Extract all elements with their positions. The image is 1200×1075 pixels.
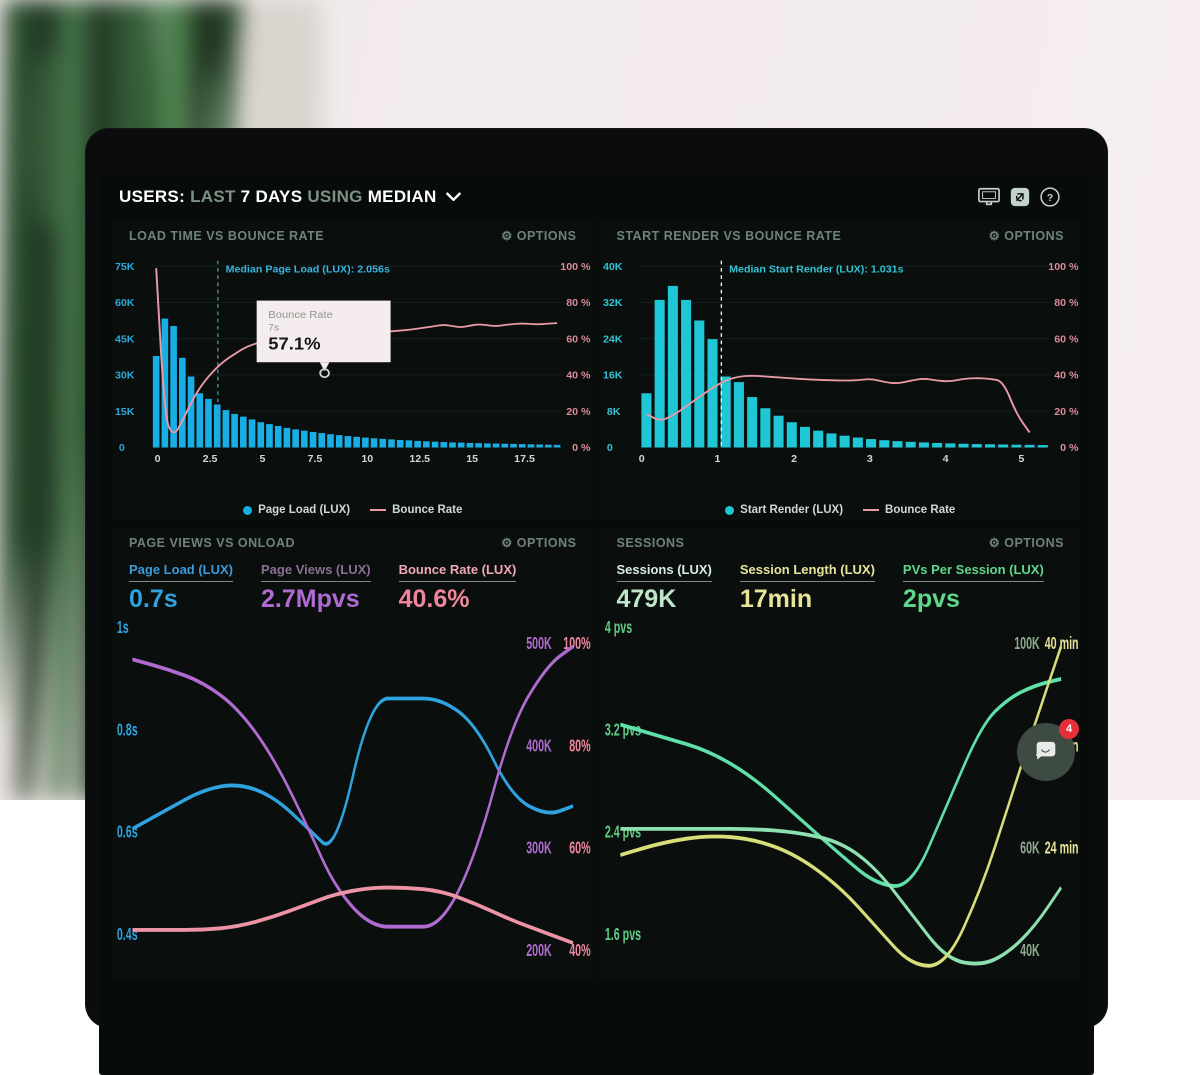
svg-text:60K: 60K bbox=[1020, 839, 1040, 858]
svg-text:0 %: 0 % bbox=[572, 443, 590, 454]
svg-text:20 %: 20 % bbox=[566, 407, 590, 418]
svg-text:400K: 400K bbox=[526, 736, 552, 755]
svg-text:45K: 45K bbox=[115, 335, 135, 346]
svg-text:15: 15 bbox=[466, 454, 478, 465]
svg-text:1s: 1s bbox=[117, 618, 129, 637]
svg-text:16K: 16K bbox=[602, 371, 622, 382]
svg-text:Median Start Render (LUX): 1.0: Median Start Render (LUX): 1.031s bbox=[729, 265, 904, 276]
svg-text:1: 1 bbox=[714, 454, 720, 465]
svg-text:0 %: 0 % bbox=[1060, 443, 1078, 454]
svg-text:500K: 500K bbox=[526, 634, 552, 653]
svg-text:200K: 200K bbox=[526, 941, 552, 960]
svg-text:60 %: 60 % bbox=[1054, 335, 1078, 346]
svg-text:24K: 24K bbox=[602, 335, 622, 346]
svg-text:Median Page Load (LUX): 2.056s: Median Page Load (LUX): 2.056s bbox=[226, 265, 391, 276]
svg-text:12.5: 12.5 bbox=[409, 454, 430, 465]
svg-text:40K: 40K bbox=[602, 262, 622, 273]
svg-text:100 %: 100 % bbox=[1048, 262, 1078, 273]
svg-text:4 pvs: 4 pvs bbox=[604, 618, 631, 637]
svg-text:7.5: 7.5 bbox=[307, 454, 322, 465]
svg-text:30K: 30K bbox=[115, 371, 135, 382]
svg-text:100K: 100K bbox=[1014, 634, 1040, 653]
svg-text:80%: 80% bbox=[569, 736, 590, 755]
svg-text:3: 3 bbox=[866, 454, 872, 465]
svg-text:40 %: 40 % bbox=[566, 371, 590, 382]
svg-text:5: 5 bbox=[260, 454, 266, 465]
svg-text:2.4 pvs: 2.4 pvs bbox=[604, 823, 640, 842]
svg-text:0: 0 bbox=[606, 443, 612, 454]
svg-text:32K: 32K bbox=[602, 298, 622, 309]
svg-text:100 %: 100 % bbox=[560, 262, 590, 273]
svg-text:17.5: 17.5 bbox=[514, 454, 535, 465]
svg-text:60K: 60K bbox=[115, 298, 135, 309]
svg-text:40 min: 40 min bbox=[1044, 634, 1078, 653]
svg-text:0: 0 bbox=[155, 454, 161, 465]
svg-text:1.6 pvs: 1.6 pvs bbox=[604, 925, 640, 944]
svg-text:80 %: 80 % bbox=[566, 298, 590, 309]
svg-text:80 %: 80 % bbox=[1054, 298, 1078, 309]
svg-text:15K: 15K bbox=[115, 407, 135, 418]
svg-text:24 min: 24 min bbox=[1044, 839, 1078, 858]
svg-text:5: 5 bbox=[1018, 454, 1024, 465]
svg-text:0: 0 bbox=[119, 443, 125, 454]
svg-text:2.5: 2.5 bbox=[203, 454, 218, 465]
svg-text:40K: 40K bbox=[1020, 941, 1040, 960]
svg-text:Bounce Rate: Bounce Rate bbox=[268, 309, 333, 321]
svg-text:40 %: 40 % bbox=[1054, 371, 1078, 382]
svg-text:2: 2 bbox=[791, 454, 797, 465]
svg-text:60 %: 60 % bbox=[566, 335, 590, 346]
svg-text:75K: 75K bbox=[115, 262, 135, 273]
svg-text:0: 0 bbox=[638, 454, 644, 465]
svg-text:300K: 300K bbox=[526, 839, 552, 858]
svg-text:10: 10 bbox=[361, 454, 373, 465]
svg-text:57.1%: 57.1% bbox=[268, 334, 320, 353]
svg-text:0.8s: 0.8s bbox=[117, 720, 138, 739]
svg-text:7s: 7s bbox=[268, 323, 279, 334]
svg-text:20 %: 20 % bbox=[1054, 407, 1078, 418]
svg-text:?: ? bbox=[1047, 193, 1053, 204]
svg-text:60%: 60% bbox=[569, 839, 590, 858]
svg-text:8K: 8K bbox=[606, 407, 620, 418]
svg-text:4: 4 bbox=[942, 454, 948, 465]
